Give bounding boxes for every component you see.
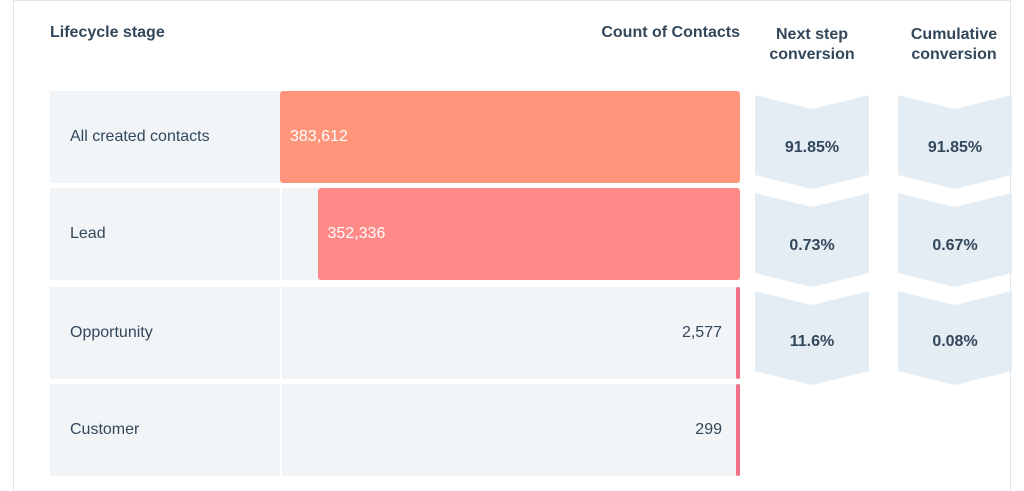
funnel-row: Lead 352,336 bbox=[50, 188, 740, 280]
row-divider bbox=[280, 384, 282, 476]
next-step-conversion-chevron bbox=[755, 193, 869, 287]
row-divider bbox=[280, 287, 282, 379]
next-step-header-line-2: conversion bbox=[769, 46, 855, 63]
next-step-conversion-chevron bbox=[755, 95, 869, 189]
funnel-row: Customer 299 bbox=[50, 384, 740, 476]
cumulative-conversion-header: Cumulative conversion bbox=[884, 25, 1024, 65]
stage-label: All created contacts bbox=[70, 128, 210, 145]
count-bar[interactable] bbox=[280, 91, 740, 183]
next-step-conversion-chevron bbox=[755, 291, 869, 385]
next-step-conversion-header: Next step conversion bbox=[742, 25, 882, 65]
next-step-conversion-value: 0.73% bbox=[789, 237, 835, 254]
count-value-label: 299 bbox=[695, 421, 722, 438]
next-step-conversion-value: 11.6% bbox=[789, 333, 835, 350]
row-divider bbox=[280, 188, 282, 280]
chevron-shape bbox=[755, 291, 869, 385]
next-step-conversion-value: 91.85% bbox=[784, 139, 840, 156]
cumulative-conversion-value: 0.67% bbox=[932, 237, 978, 254]
cumulative-conversion-value: 0.08% bbox=[932, 333, 978, 350]
funnel-row: All created contacts 383,612 bbox=[50, 91, 740, 183]
cumulative-conversion-value: 91.85% bbox=[927, 139, 983, 156]
count-value-label: 2,577 bbox=[681, 324, 722, 341]
stage-label: Lead bbox=[70, 225, 106, 242]
count-bar[interactable] bbox=[736, 287, 740, 379]
cumulative-conversion-chevron bbox=[898, 95, 1012, 189]
chevron-shape bbox=[898, 95, 1012, 189]
funnel-report-card: Lifecycle stage Count of Contacts Next s… bbox=[13, 0, 1012, 491]
cumulative-header-line-1: Cumulative bbox=[910, 26, 998, 43]
cumulative-header-line-2: conversion bbox=[911, 46, 997, 63]
stage-label: Customer bbox=[70, 421, 140, 438]
chevron-shape bbox=[898, 193, 1012, 287]
chevron-shape bbox=[755, 193, 869, 287]
cumulative-conversion-chevron bbox=[898, 193, 1012, 287]
chevron-shape bbox=[898, 291, 1012, 385]
lifecycle-stage-header: Lifecycle stage bbox=[50, 24, 165, 41]
chevron-shape bbox=[755, 95, 869, 189]
count-of-contacts-header: Count of Contacts bbox=[601, 24, 740, 41]
funnel-row: Opportunity 2,577 bbox=[50, 287, 740, 379]
stage-label: Opportunity bbox=[70, 324, 153, 341]
count-value-label: 383,612 bbox=[290, 128, 348, 145]
count-value-label: 352,336 bbox=[327, 225, 386, 242]
count-bar[interactable] bbox=[317, 188, 740, 280]
count-bar[interactable] bbox=[736, 384, 740, 476]
next-step-header-line-1: Next step bbox=[775, 26, 849, 43]
cumulative-conversion-chevron bbox=[898, 291, 1012, 385]
